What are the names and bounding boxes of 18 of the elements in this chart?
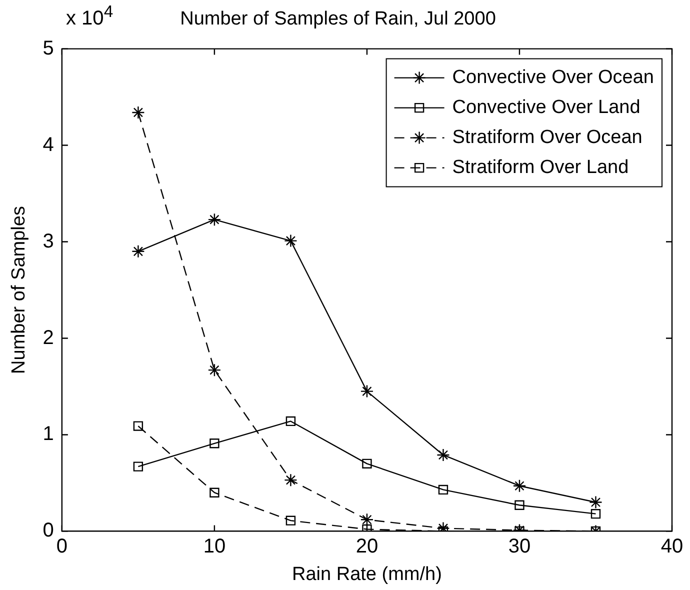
y-tick-label: 3: [42, 230, 54, 252]
x-axis-title: Rain Rate (mm/h): [292, 564, 442, 585]
legend-label: Stratiform Over Ocean: [452, 127, 642, 148]
x-tick-label: 30: [508, 536, 531, 558]
y-tick-label: 1: [42, 423, 54, 446]
x-tick-label: 40: [660, 536, 684, 558]
legend-label: Convective Over Land: [452, 97, 640, 118]
y-tick-label: 2: [42, 326, 54, 349]
y-axis-title: Number of Samples: [8, 206, 30, 374]
text: x 10$^{4}$: [66, 2, 114, 31]
y-tick-label: 4: [42, 134, 54, 156]
x-tick-label: 10: [203, 536, 226, 558]
legend-label: Stratiform Over Land: [452, 157, 629, 178]
y-tick-label: 0: [42, 520, 54, 542]
x-tick-label: 20: [356, 536, 378, 558]
y-tick-label: 5: [42, 37, 54, 60]
legend-label: Convective Over Ocean: [452, 67, 654, 88]
chart-title: Number of Samples of Rain, Jul 2000: [180, 8, 496, 30]
